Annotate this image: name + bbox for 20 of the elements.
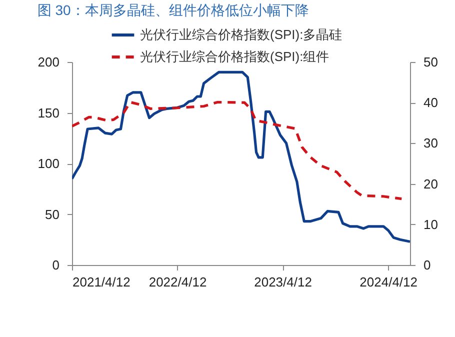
line-series [72,70,410,243]
y2-tick-label: 20 [424,176,438,192]
y-tick-label: 200 [38,54,60,70]
x-tick-label: 2024/4/12 [360,274,418,290]
y2-tick-label: 50 [424,54,438,70]
chart-title: 图 30：本周多晶硅、组件价格低位小幅下降 [37,2,309,18]
legend-label: 光伏行业综合价格指数(SPI):组件 [140,49,330,64]
x-tick-label: 2023/4/12 [254,274,312,290]
y-tick-label: 50 [45,206,60,222]
y2-tick-label: 40 [424,95,438,110]
y2-tick-label: 10 [424,216,438,232]
x-tick-label: 2022/4/12 [148,274,207,290]
y-tick-label: 100 [38,156,60,171]
y2-tick-label: 0 [424,258,431,272]
y-tick-label: 0 [52,258,60,272]
line-series [72,100,403,200]
y-tick-label: 150 [38,105,60,120]
legend-label: 光伏行业综合价格指数(SPI):多晶硅 [140,27,342,42]
y2-tick-label: 30 [424,136,438,151]
x-tick-label: 2021/4/12 [72,274,130,290]
